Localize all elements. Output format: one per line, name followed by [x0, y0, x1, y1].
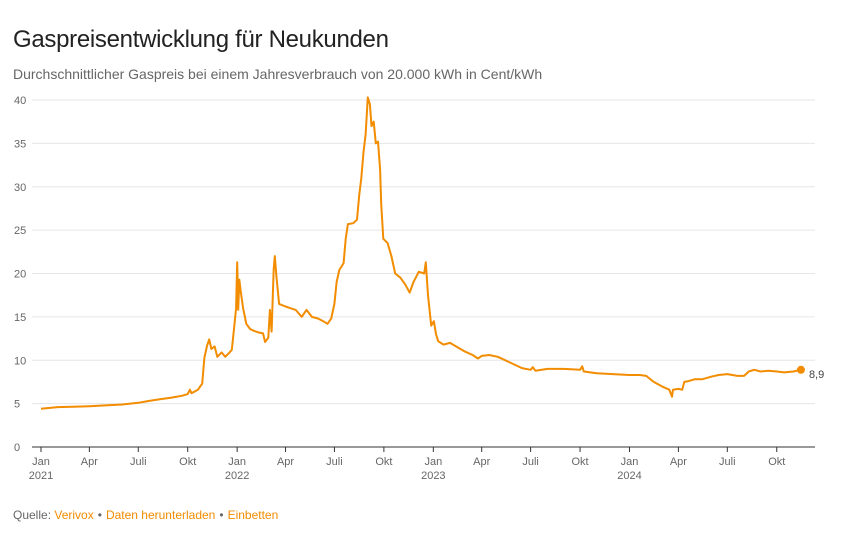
x-tick-label: Juli [719, 456, 736, 468]
x-tick-label: Apr [81, 456, 98, 468]
download-data-link[interactable]: Daten herunterladen [105, 508, 216, 522]
x-tick-label: Jan [621, 456, 639, 468]
separator: • [219, 508, 224, 522]
y-tick-label: 25 [14, 225, 26, 237]
series-line [40, 96, 802, 410]
x-tick-label: Apr [277, 456, 294, 468]
gridlines [32, 99, 815, 405]
series-end-label: 8,9 [809, 369, 824, 381]
embed-link[interactable]: Einbetten [227, 508, 279, 522]
x-tick-label: Jan [228, 456, 246, 468]
series: 8,9 [40, 96, 824, 410]
x-tick-year-label: 2024 [617, 470, 641, 482]
y-tick-label: 0 [14, 442, 20, 454]
x-tick-label: Jan [424, 456, 442, 468]
x-tick-label: Apr [670, 456, 687, 468]
x-tick-label: Okt [571, 456, 588, 468]
y-tick-label: 20 [14, 269, 26, 281]
source-label: Quelle: [13, 508, 52, 522]
y-tick-label: 10 [14, 355, 26, 367]
x-tick-label: Juli [326, 456, 343, 468]
x-tick-label: Apr [473, 456, 490, 468]
x-tick-label: Okt [768, 456, 785, 468]
x-tick-label: Okt [179, 456, 196, 468]
y-axis-ticks: 0 5 10 15 20 25 30 35 40 [14, 95, 26, 454]
x-tick-year-label: 2022 [225, 470, 249, 482]
y-tick-label: 15 [14, 312, 26, 324]
source-link-verivox[interactable]: Verivox [54, 508, 94, 522]
chart-title: Gaspreisentwicklung für Neukunden [13, 26, 389, 53]
y-tick-label: 35 [14, 138, 26, 150]
x-tick-label: Juli [130, 456, 147, 468]
x-tick-year-label: 2023 [421, 470, 445, 482]
y-tick-label: 5 [14, 399, 20, 411]
x-tick-label: Juli [522, 456, 539, 468]
x-axis: Jan 2021 Apr Juli Okt Jan 2022 Apr Juli Okt Jan 202… [29, 446, 815, 482]
y-tick-label: 30 [14, 182, 26, 194]
x-tick-label: Okt [375, 456, 392, 468]
x-tick-year-label: 2021 [29, 470, 53, 482]
y-tick-label: 40 [14, 95, 26, 107]
x-tick-label: Jan [32, 456, 50, 468]
source-line: Quelle: Verivox • Daten herunterladen • Einb… [13, 508, 278, 522]
chart-subtitle: Durchschnittlicher Gaspreis bei einem Ja… [13, 66, 543, 82]
separator: • [97, 508, 102, 522]
series-end-point[interactable] [796, 365, 805, 374]
